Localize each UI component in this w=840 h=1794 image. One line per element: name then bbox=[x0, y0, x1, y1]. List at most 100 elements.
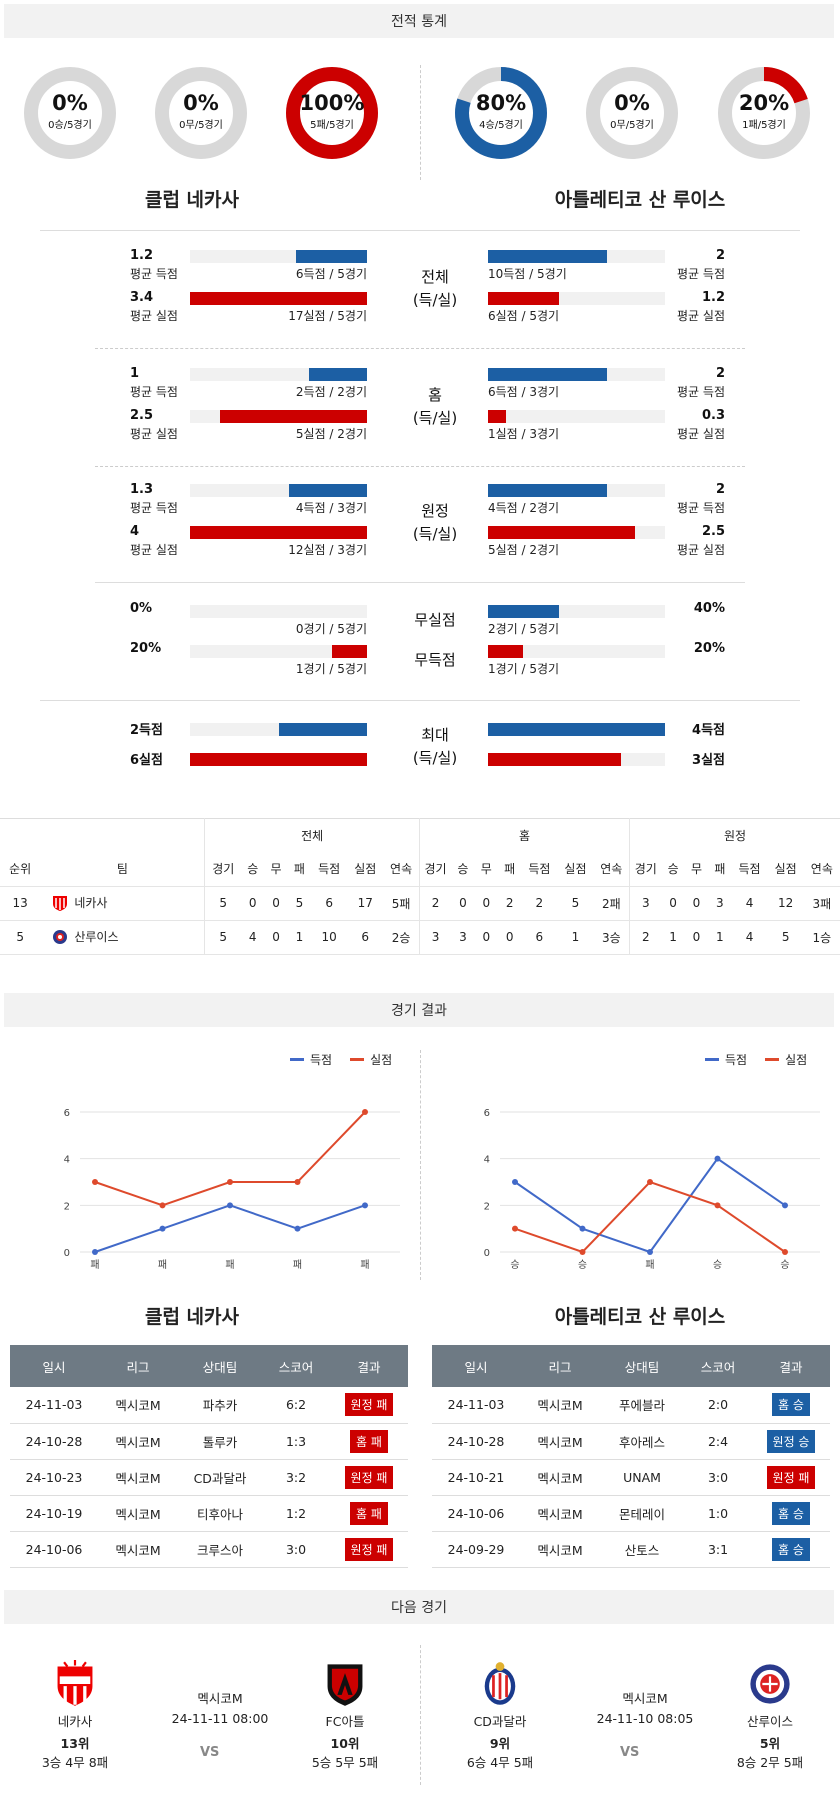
team-name: 네카사 bbox=[74, 895, 108, 910]
score: 1:3 bbox=[262, 1423, 330, 1460]
next-match-info: 멕시코M 24-11-11 08:00 bbox=[155, 1688, 285, 1726]
standings-header: 패 bbox=[287, 852, 312, 887]
next-team-rank: 13위 bbox=[60, 1736, 90, 1751]
series-line-conceded bbox=[514, 1180, 786, 1254]
home-stat-value: 4 bbox=[130, 524, 140, 539]
data-point bbox=[92, 1249, 98, 1255]
standings-cell: 5 bbox=[557, 886, 594, 921]
away-stat-track bbox=[488, 723, 665, 736]
standings-cell: 0 bbox=[661, 886, 685, 921]
next-team-name: CD과달라 bbox=[473, 1714, 527, 1729]
result-badge: 홈 승 bbox=[772, 1501, 810, 1525]
opponent: 몬테레이 bbox=[600, 1495, 684, 1532]
donut-percent: 0% bbox=[52, 91, 88, 115]
y-tick-label: 4 bbox=[484, 1155, 490, 1166]
match-date: 24-10-21 bbox=[432, 1459, 520, 1496]
data-point bbox=[294, 1179, 301, 1185]
compare-category: 전체 (득/실) bbox=[412, 268, 458, 309]
standings-cell: 3 bbox=[419, 920, 452, 955]
away-stat-caption: 1경기 / 5경기 bbox=[488, 662, 560, 676]
next-team-rank: 9위 bbox=[489, 1736, 511, 1751]
standings-cell: 5 bbox=[287, 886, 312, 921]
match-date: 24-11-03 bbox=[432, 1387, 520, 1424]
match-league: 멕시코M bbox=[520, 1423, 600, 1460]
home-stat-caption: 4득점 / 3경기 bbox=[295, 501, 367, 515]
next-match-info: 멕시코M 24-11-10 08:05 bbox=[580, 1688, 710, 1726]
standings-header: 실점 bbox=[347, 852, 384, 887]
donut-caption: 0승/5경기 bbox=[48, 120, 92, 131]
y-tick-label: 4 bbox=[64, 1155, 70, 1166]
standings-cell: 17 bbox=[347, 886, 384, 921]
home-stat-track bbox=[190, 526, 367, 539]
away-stat-value: 2.5 bbox=[701, 524, 725, 539]
standings-cell: 0 bbox=[241, 886, 265, 921]
data-point bbox=[92, 1179, 98, 1185]
away-stat-caption: 6실점 / 5경기 bbox=[488, 309, 560, 323]
opponent: 파추카 bbox=[178, 1387, 262, 1424]
next-team: CD과달라 9위 6승 4무 5패 bbox=[445, 1660, 555, 1771]
result-badge: 홈 패 bbox=[350, 1501, 388, 1525]
home-stat-bar bbox=[331, 645, 367, 658]
standings-header: 승 bbox=[451, 852, 475, 887]
standings-header: 연속 bbox=[803, 852, 840, 887]
home-stat-track bbox=[190, 484, 367, 497]
standings-cell: 6 bbox=[311, 886, 348, 921]
home-stat-bar bbox=[190, 292, 367, 305]
donut-ring bbox=[586, 67, 678, 159]
next-kickoff: 24-11-11 08:00 bbox=[171, 1711, 269, 1726]
away-stat-label: 평균 득점 bbox=[677, 385, 725, 399]
away-team-name: 아틀레티코 산 루이스 bbox=[554, 189, 726, 211]
team-cell: 네카사 bbox=[40, 886, 206, 921]
away-stat-bar bbox=[488, 484, 607, 497]
opponent: 크루스아 bbox=[178, 1531, 262, 1568]
score: 1:0 bbox=[684, 1495, 752, 1532]
away-stat-value: 1.2 bbox=[701, 290, 725, 305]
next-league: 멕시코M bbox=[197, 1691, 243, 1706]
compare-category: 원정 (득/실) bbox=[412, 502, 458, 543]
home-results-chart: 0 2 4 6 패 패 패 패 패 bbox=[64, 1108, 400, 1271]
standings-header: 연속 bbox=[593, 852, 631, 887]
results-header: 결과 bbox=[752, 1345, 830, 1387]
record-donut: 0% 0무/5경기 bbox=[153, 65, 249, 161]
vs-label: VS bbox=[620, 1745, 640, 1760]
away-stat-bar bbox=[488, 645, 524, 658]
necaxa-logo bbox=[57, 1660, 93, 1706]
team-name: 산루이스 bbox=[74, 929, 119, 944]
standings-cell: 5 bbox=[204, 920, 242, 955]
standings-cell: 0 bbox=[451, 886, 475, 921]
standings-group: 전체 bbox=[204, 818, 420, 852]
standings-header: 득점 bbox=[311, 852, 348, 887]
y-tick-label: 0 bbox=[484, 1248, 490, 1259]
opponent: 푸에블라 bbox=[600, 1387, 684, 1424]
score: 1:2 bbox=[262, 1495, 330, 1532]
atlas-logo bbox=[327, 1664, 363, 1706]
match-league: 멕시코M bbox=[520, 1459, 600, 1496]
results-header: 스코어 bbox=[262, 1345, 330, 1387]
away-stat-track bbox=[488, 753, 665, 766]
home-stat-bar bbox=[190, 753, 367, 766]
away-stat-label: 평균 실점 bbox=[677, 543, 725, 557]
next-team: 네카사 13위 3승 4무 8패 bbox=[20, 1660, 130, 1771]
legend-conceded: 실점 bbox=[370, 1053, 393, 1067]
away-stat-track bbox=[488, 526, 665, 539]
donut-percent: 80% bbox=[475, 91, 527, 115]
team-cell: 산루이스 bbox=[40, 920, 206, 955]
data-point bbox=[294, 1225, 301, 1232]
away-stat-value: 2 bbox=[715, 482, 725, 497]
match-date: 24-10-19 bbox=[10, 1495, 98, 1532]
standings-cell: 0 bbox=[474, 920, 498, 955]
divider bbox=[95, 582, 745, 583]
home-stat-value: 1.3 bbox=[130, 482, 154, 497]
standings-cell: 10 bbox=[311, 920, 348, 955]
home-stat-caption: 12실점 / 3경기 bbox=[288, 543, 367, 557]
match-date: 24-11-03 bbox=[10, 1387, 98, 1424]
x-tick-label: 패 bbox=[293, 1259, 302, 1271]
score: 2:0 bbox=[684, 1387, 752, 1424]
result-row: 24-10-19 멕시코M 티후아나 1:2 홈 패 bbox=[10, 1495, 408, 1532]
match-league: 멕시코M bbox=[520, 1531, 600, 1568]
standings-cell: 6 bbox=[347, 920, 384, 955]
standings-header: 무 bbox=[684, 852, 709, 887]
away-stat-track bbox=[488, 484, 665, 497]
away-stat-track bbox=[488, 605, 665, 618]
standings-cell: 2 bbox=[497, 886, 522, 921]
